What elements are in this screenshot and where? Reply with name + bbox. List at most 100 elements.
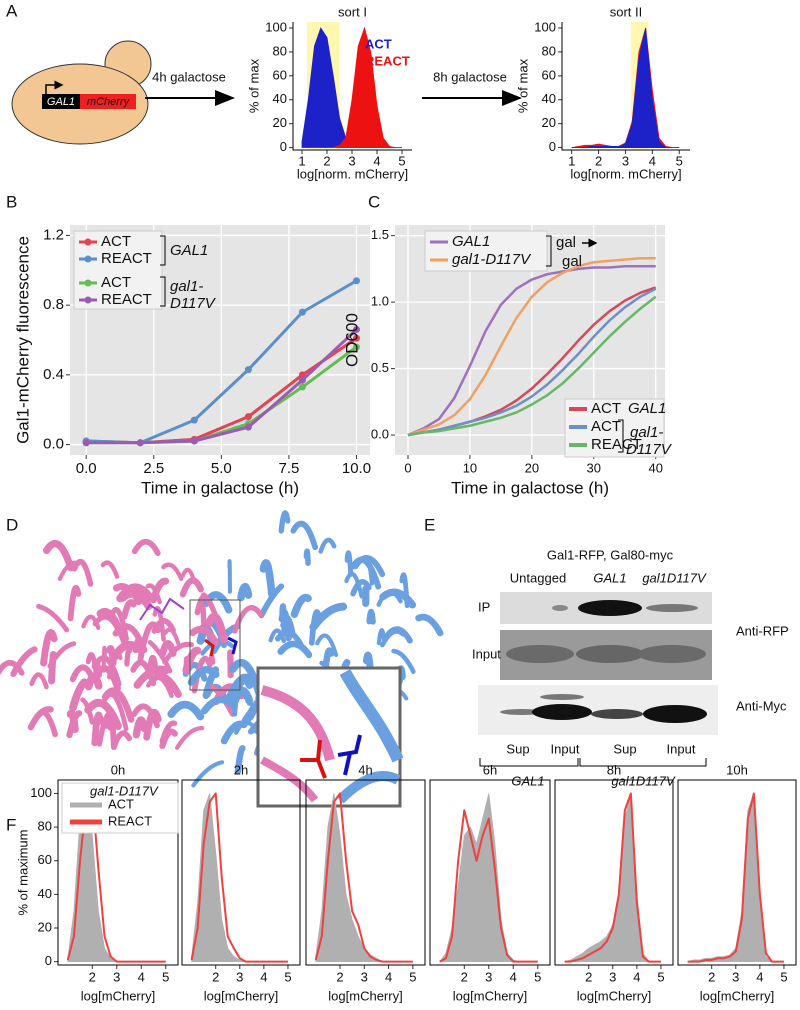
residue	[204, 638, 215, 657]
chart-title: 8h	[607, 762, 621, 777]
legend-group: GAL1	[628, 400, 666, 417]
ribbon	[116, 583, 154, 603]
marker	[190, 437, 198, 445]
ribbon	[29, 672, 49, 690]
x-tick-label: 4	[756, 969, 763, 984]
y-tick-label: 100	[265, 19, 287, 34]
x-tick-label: 3	[361, 969, 368, 984]
y-tick-label: 80	[38, 819, 52, 834]
x-tick-label: 10	[463, 460, 477, 475]
ribbon	[259, 559, 276, 599]
ribbon	[189, 626, 220, 647]
legend-title: gal1-D117V	[90, 783, 159, 798]
ribbon	[66, 710, 83, 739]
ribbon	[279, 603, 288, 637]
y-tick-label: 100	[534, 19, 556, 34]
x-tick-label: 0	[404, 460, 411, 475]
ribbon	[290, 520, 319, 551]
legend-label: REACT	[591, 436, 642, 453]
marker	[244, 413, 252, 421]
x-tick-label: 3	[485, 969, 492, 984]
marker	[298, 383, 306, 391]
ribbon	[96, 607, 122, 631]
x-tick-label: 2	[336, 969, 343, 984]
marker	[244, 366, 252, 374]
y-axis-label: % of maximum	[15, 830, 30, 916]
ribbon	[380, 629, 406, 648]
marker	[352, 277, 360, 285]
legend-group: gal1-	[170, 278, 203, 295]
x-tick-label: 20	[525, 460, 539, 475]
ribbon	[182, 646, 202, 675]
ribbon	[161, 562, 184, 581]
lane-label: Input	[551, 741, 580, 756]
ribbon	[163, 627, 181, 646]
ribbon	[151, 675, 175, 694]
ribbon	[81, 614, 101, 631]
ribbon	[365, 556, 374, 586]
ribbon	[137, 621, 161, 662]
area	[191, 793, 288, 963]
legend-swatch	[84, 238, 92, 246]
ribbon	[67, 585, 82, 622]
y-tick-label: 80	[273, 43, 287, 58]
panel-label: E	[424, 515, 435, 534]
marker	[136, 439, 144, 447]
zoom-box	[189, 599, 241, 691]
ribbon	[350, 556, 382, 590]
ribbon	[415, 613, 444, 637]
ribbon	[290, 593, 312, 619]
marker	[352, 343, 360, 351]
y-axis-label: % of max	[246, 58, 261, 113]
ribbon	[132, 716, 149, 739]
residue	[227, 636, 238, 655]
ligand	[139, 597, 185, 621]
x-tick-label: 2	[595, 153, 602, 168]
ribbon	[200, 696, 238, 715]
antibody-label: Anti-Myc	[736, 698, 787, 713]
y-tick-label: 0	[549, 139, 556, 154]
ribbon	[258, 583, 285, 619]
legend-swatch	[84, 255, 92, 263]
legend-label: REACT	[365, 53, 410, 68]
legend-label: ACT	[591, 418, 621, 435]
ribbon	[179, 577, 204, 598]
x-axis-label: log[mCherry]	[204, 988, 278, 1003]
ribbon	[303, 548, 311, 566]
y-tick-label: 0.0	[371, 426, 389, 441]
ribbon	[167, 700, 205, 721]
x-axis-label: log[mCherry]	[577, 988, 651, 1003]
line	[407, 295, 657, 437]
x-tick-label: 40	[648, 460, 662, 475]
legend-group: gal1-	[630, 424, 663, 441]
ribbon	[147, 640, 173, 674]
plot-frame	[677, 779, 797, 966]
y-tick-label: 60	[273, 67, 287, 82]
ribbon	[376, 589, 403, 607]
x-tick-label: 1	[298, 153, 305, 168]
x-axis-label: log[mCherry]	[81, 988, 155, 1003]
ribbon	[124, 646, 133, 667]
y-tick-label: 20	[542, 115, 556, 130]
line	[564, 792, 661, 963]
ribbon	[146, 654, 158, 680]
line	[407, 256, 656, 437]
marker	[298, 376, 306, 384]
ribbon	[40, 629, 58, 667]
x-axis-label: log[mCherry]	[453, 988, 527, 1003]
line	[407, 264, 656, 437]
ribbon	[199, 603, 207, 626]
lane-label: Sup	[506, 741, 529, 756]
area	[571, 27, 680, 149]
step-label: 8h galactose	[433, 69, 507, 84]
ribbon	[102, 692, 129, 732]
x-tick-label: 2	[212, 969, 219, 984]
line	[439, 809, 538, 963]
ribbon	[318, 537, 337, 554]
ribbon	[268, 628, 286, 644]
ribbon	[201, 592, 220, 623]
ribbon	[350, 579, 372, 597]
chart-title: sort II	[610, 4, 643, 19]
blot-header: Gal1-RFP, Gal80-myc	[547, 547, 674, 562]
y-tick-label: 40	[542, 91, 556, 106]
